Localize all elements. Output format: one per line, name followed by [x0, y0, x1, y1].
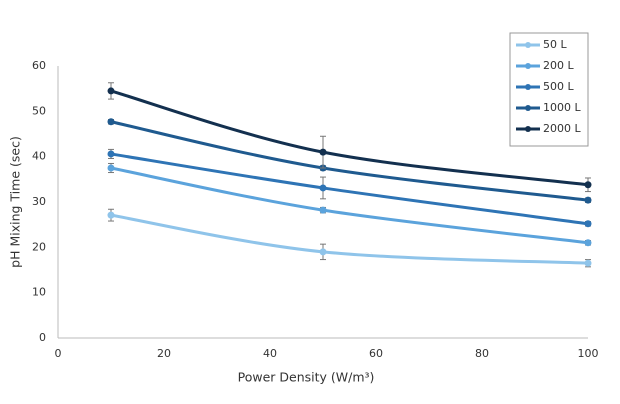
point: [319, 206, 327, 214]
point: [107, 118, 115, 126]
legend-marker: [525, 84, 531, 90]
x-tick-label: 40: [263, 347, 277, 360]
legend-label: 200 L: [543, 59, 574, 72]
legend-box: [509, 32, 589, 147]
point: [107, 150, 115, 158]
point: [584, 239, 592, 247]
y-tick-label: 30: [32, 195, 46, 208]
x-tick-label: 80: [475, 347, 489, 360]
y-axis-label: pH Mixing Time (sec): [8, 136, 23, 268]
point: [319, 248, 327, 256]
point: [107, 211, 115, 219]
y-tick-label: 60: [32, 59, 46, 72]
y-tick-label: 10: [32, 286, 46, 299]
point: [107, 164, 115, 172]
legend-label: 500 L: [543, 80, 574, 93]
point: [584, 259, 592, 267]
x-tick-label: 100: [578, 347, 599, 360]
point: [319, 184, 327, 192]
y-tick-label: 40: [32, 150, 46, 163]
legend-marker: [525, 105, 531, 111]
legend-label: 2000 L: [543, 122, 581, 135]
point: [584, 196, 592, 204]
point: [107, 87, 115, 95]
x-tick-label: 20: [157, 347, 171, 360]
legend-label: 50 L: [543, 38, 567, 51]
point: [319, 148, 327, 156]
legend-label: 1000 L: [543, 101, 581, 114]
x-tick-label: 60: [369, 347, 383, 360]
y-tick-label: 0: [39, 331, 46, 344]
y-tick-label: 20: [32, 240, 46, 253]
point: [584, 181, 592, 189]
legend-marker: [525, 42, 531, 48]
x-axis-label: Power Density (W/m³): [238, 370, 375, 385]
x-tick-label: 0: [55, 347, 62, 360]
y-tick-label: 50: [32, 104, 46, 117]
point: [584, 220, 592, 228]
legend-marker: [525, 63, 531, 69]
legend-marker: [525, 126, 531, 132]
